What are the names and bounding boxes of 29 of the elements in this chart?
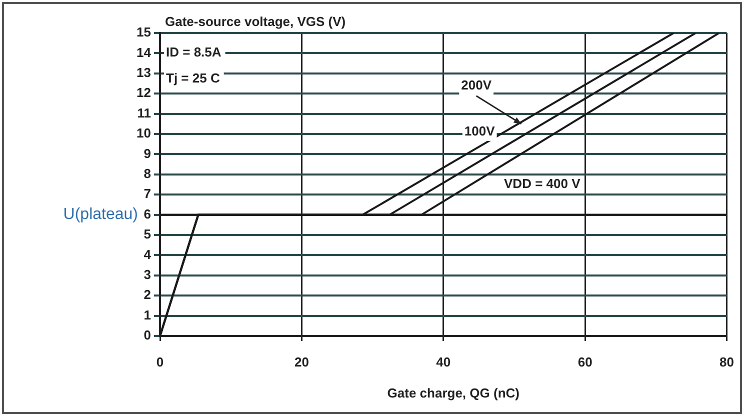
y-tick-label: 5 — [144, 226, 151, 242]
annotation: ID = 8.5A — [166, 44, 222, 60]
annotation: Tj = 25 C — [166, 70, 220, 86]
x-tick-label: 60 — [578, 354, 592, 370]
y-tick-label: 1 — [144, 307, 151, 322]
y-tick-label: 3 — [144, 266, 151, 282]
annotation: 200V — [461, 77, 492, 92]
x-tick-label: 40 — [436, 354, 451, 370]
y-axis-title: Gate-source voltage, VGS (V) — [165, 14, 346, 30]
y-tick-label: 9 — [144, 146, 151, 161]
annotation: VDD = 400 V — [504, 176, 581, 192]
y-tick-label: 2 — [144, 287, 151, 302]
y-tick-label: 11 — [137, 105, 151, 120]
y-tick-label: 14 — [136, 44, 152, 60]
y-tick-label: 12 — [136, 85, 151, 100]
x-tick-label: 20 — [294, 354, 309, 370]
ref-line-label: U(plateau) — [63, 206, 138, 224]
y-tick-label: 15 — [136, 24, 151, 40]
y-tick-label: 0 — [144, 328, 151, 343]
y-tick-label: 4 — [144, 246, 152, 262]
x-tick-label: 80 — [720, 354, 734, 370]
y-tick-label: 6 — [144, 206, 151, 222]
annotation: 100V — [464, 124, 496, 139]
y-tick-label: 13 — [136, 64, 151, 80]
y-tick-label: 7 — [144, 186, 151, 202]
y-tick-label: 10 — [136, 126, 151, 141]
x-axis-title: Gate charge, QG (nC) — [387, 386, 520, 401]
y-tick-label: 8 — [144, 166, 151, 181]
x-tick-label: 0 — [156, 354, 164, 370]
